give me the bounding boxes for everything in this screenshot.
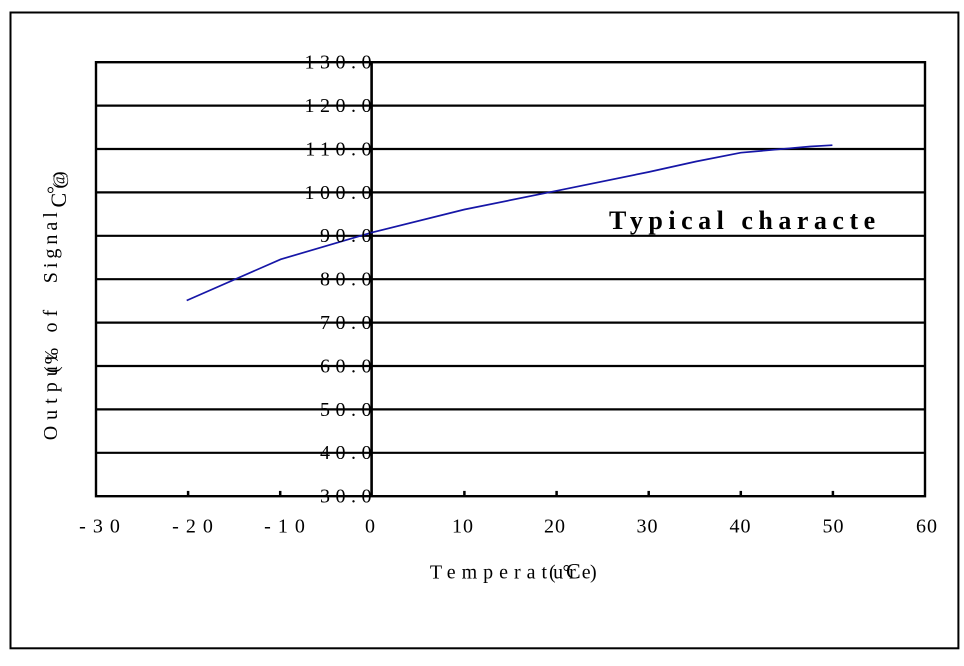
svg-text:-30: -30 bbox=[79, 516, 127, 538]
svg-text:110.0: 110.0 bbox=[305, 138, 377, 160]
svg-text:Output: Output bbox=[40, 349, 62, 441]
svg-text:20: 20 bbox=[544, 516, 566, 538]
svg-text:°: ° bbox=[44, 186, 66, 194]
svg-text:C: C bbox=[566, 559, 581, 584]
svg-text:Temperature: Temperature bbox=[430, 562, 597, 584]
svg-text:-20: -20 bbox=[172, 516, 220, 538]
svg-text:°: ° bbox=[563, 562, 571, 584]
svg-text:120.0: 120.0 bbox=[305, 95, 378, 117]
svg-text:of: of bbox=[40, 304, 62, 333]
svg-text:Typical characte: Typical characte bbox=[609, 206, 881, 235]
svg-text:30.0: 30.0 bbox=[320, 486, 377, 508]
svg-text:Signal: Signal bbox=[40, 208, 62, 283]
svg-text:): ) bbox=[590, 562, 597, 584]
svg-text:(: ( bbox=[549, 562, 556, 584]
svg-text:90.0: 90.0 bbox=[320, 225, 377, 247]
svg-text:40: 40 bbox=[730, 516, 752, 538]
svg-text:0: 0 bbox=[365, 516, 375, 538]
svg-text:130.0: 130.0 bbox=[305, 52, 378, 74]
svg-text:40.0: 40.0 bbox=[320, 442, 377, 464]
svg-text:30: 30 bbox=[637, 516, 659, 538]
svg-text:C: C bbox=[46, 193, 71, 208]
svg-text:100.0: 100.0 bbox=[305, 182, 378, 204]
svg-text:10: 10 bbox=[452, 516, 474, 538]
svg-text:60: 60 bbox=[916, 516, 938, 538]
svg-text:80.0: 80.0 bbox=[320, 269, 377, 291]
svg-text:-10: -10 bbox=[264, 516, 312, 538]
svg-text:60.0: 60.0 bbox=[320, 355, 377, 377]
svg-text:50.0: 50.0 bbox=[320, 399, 377, 421]
svg-text:(%: (% bbox=[41, 346, 63, 373]
svg-text:50: 50 bbox=[823, 516, 845, 538]
svg-text:70.0: 70.0 bbox=[320, 312, 377, 334]
